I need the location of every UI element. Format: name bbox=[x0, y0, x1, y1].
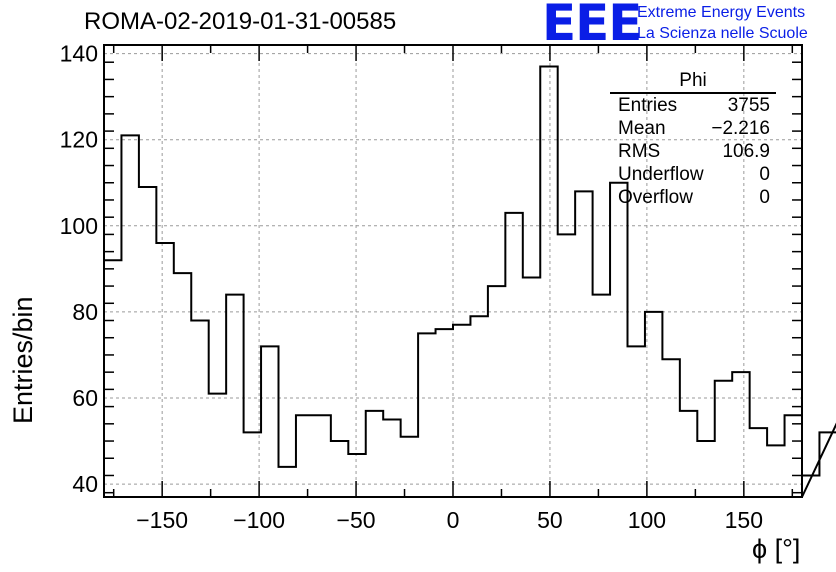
histogram-series-line bbox=[103, 65, 836, 498]
y-axis-label: Entries/bin bbox=[8, 296, 38, 424]
stats-label: Entries bbox=[618, 95, 678, 116]
x-tick-label: 50 bbox=[537, 507, 563, 533]
y-tick-label: 100 bbox=[60, 213, 98, 239]
x-tick-label: 150 bbox=[725, 507, 763, 533]
x-tick-label: 100 bbox=[628, 507, 666, 533]
y-tick-label: 40 bbox=[72, 471, 98, 497]
stats-label: Overflow bbox=[618, 187, 693, 208]
stats-label: RMS bbox=[618, 141, 661, 162]
y-tick-label: 120 bbox=[60, 127, 98, 153]
stats-value: −2.216 bbox=[711, 118, 770, 139]
axis-ticks bbox=[104, 44, 802, 497]
stats-row-overflow: Overflow 0 bbox=[610, 186, 776, 209]
stats-row-mean: Mean −2.216 bbox=[610, 117, 776, 140]
stats-value: 0 bbox=[759, 187, 770, 208]
x-tick-label: −150 bbox=[136, 507, 188, 533]
logo-text-line1: Extreme Energy Events bbox=[637, 4, 806, 21]
stats-value: 106.9 bbox=[722, 141, 770, 162]
logo-text-line2: La Scienza nelle Scuole bbox=[637, 25, 808, 42]
x-tick-label: −50 bbox=[337, 507, 376, 533]
y-tick-label: 60 bbox=[72, 385, 98, 411]
stats-label: Underflow bbox=[618, 164, 704, 185]
eee-logo-mark: EEE bbox=[542, 0, 642, 52]
stats-box: Phi Entries 3755 Mean −2.216 RMS 106.9 U… bbox=[610, 70, 776, 209]
stats-row-entries: Entries 3755 bbox=[610, 94, 776, 117]
axis-tick-labels: −150 −100 −50 0 50 100 150 40 60 80 100 120 140 bbox=[60, 41, 763, 533]
plot-title: ROMA-02-2019-01-31-00585 bbox=[84, 8, 397, 35]
y-tick-label: 140 bbox=[60, 41, 98, 67]
stats-value: 0 bbox=[759, 164, 770, 185]
y-tick-label: 80 bbox=[72, 299, 98, 325]
stats-box-title: Phi bbox=[610, 70, 776, 94]
x-tick-label: −100 bbox=[233, 507, 285, 533]
stats-label: Mean bbox=[618, 118, 666, 139]
x-tick-label: 0 bbox=[447, 507, 460, 533]
stats-row-rms: RMS 106.9 bbox=[610, 140, 776, 163]
x-axis-label: ϕ [°] bbox=[752, 534, 801, 564]
stats-row-underflow: Underflow 0 bbox=[610, 163, 776, 186]
stats-value: 3755 bbox=[727, 95, 770, 116]
